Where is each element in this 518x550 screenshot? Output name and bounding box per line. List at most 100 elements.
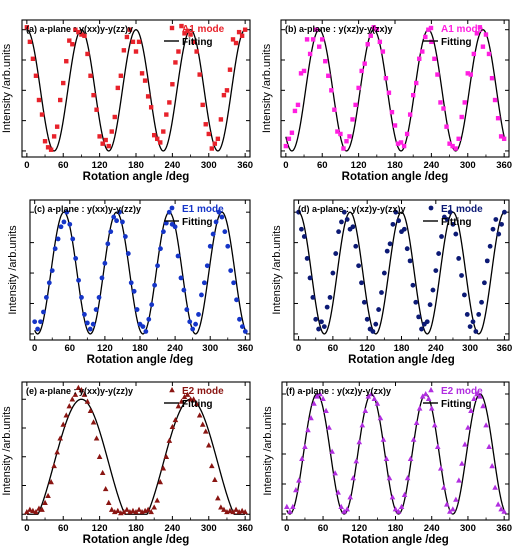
data-point bbox=[368, 391, 375, 397]
data-point bbox=[230, 508, 236, 515]
data-point bbox=[184, 391, 191, 397]
data-point bbox=[453, 146, 458, 151]
data-point bbox=[344, 139, 349, 144]
data-point bbox=[148, 508, 154, 515]
data-point bbox=[347, 494, 354, 500]
data-point bbox=[225, 243, 231, 249]
data-point bbox=[127, 27, 133, 32]
data-point bbox=[439, 234, 444, 239]
data-point bbox=[24, 508, 30, 515]
x-tick-label: 0 bbox=[24, 523, 29, 534]
data-point bbox=[440, 484, 447, 490]
data-point bbox=[79, 32, 84, 37]
data-point bbox=[212, 476, 218, 482]
data-point bbox=[336, 229, 342, 235]
data-point bbox=[486, 443, 492, 449]
data-point bbox=[299, 226, 304, 232]
data-point bbox=[501, 136, 507, 142]
data-point bbox=[416, 314, 422, 320]
data-point bbox=[407, 455, 414, 461]
panel-title: (c) a-plane : y(xx)y-y(zz)y bbox=[34, 204, 141, 214]
data-point bbox=[299, 455, 305, 461]
data-point bbox=[182, 31, 187, 36]
x-tick-label: 240 bbox=[164, 523, 180, 534]
data-point bbox=[128, 280, 134, 286]
data-point bbox=[27, 506, 33, 512]
data-point bbox=[149, 302, 155, 308]
data-point bbox=[293, 487, 299, 493]
legend-marker bbox=[169, 387, 175, 393]
data-point bbox=[151, 132, 157, 138]
data-point bbox=[313, 316, 319, 322]
data-point bbox=[172, 224, 178, 230]
data-point bbox=[398, 140, 404, 145]
x-tick-label: 360 bbox=[237, 523, 253, 534]
data-point bbox=[444, 501, 450, 507]
data-point bbox=[423, 34, 428, 40]
data-point bbox=[377, 415, 384, 421]
data-point bbox=[292, 108, 298, 114]
data-point bbox=[242, 329, 248, 334]
data-point bbox=[155, 136, 160, 142]
data-point bbox=[213, 219, 219, 225]
x-tick-label: 60 bbox=[58, 523, 69, 534]
data-point bbox=[201, 280, 207, 286]
data-point bbox=[487, 243, 493, 249]
data-point bbox=[91, 92, 96, 98]
data-point bbox=[364, 316, 370, 322]
data-point bbox=[188, 32, 193, 37]
data-point bbox=[105, 499, 112, 505]
data-point bbox=[453, 231, 459, 237]
data-point bbox=[471, 395, 477, 401]
data-point bbox=[66, 403, 73, 409]
data-point bbox=[173, 60, 178, 65]
data-point bbox=[417, 56, 422, 61]
data-point bbox=[52, 246, 58, 252]
data-point bbox=[310, 294, 316, 300]
data-point bbox=[335, 489, 341, 495]
data-point bbox=[133, 49, 139, 54]
data-point bbox=[151, 504, 157, 510]
data-point bbox=[61, 80, 66, 86]
x-tick-label: 180 bbox=[128, 160, 144, 171]
x-tick-label: 360 bbox=[496, 160, 512, 171]
data-point bbox=[32, 319, 38, 325]
data-point bbox=[350, 475, 357, 481]
data-point bbox=[456, 477, 462, 483]
data-point bbox=[302, 443, 308, 449]
data-point bbox=[228, 268, 234, 274]
y-axis-label: Intensity /arb.units bbox=[7, 225, 19, 315]
data-point bbox=[108, 506, 115, 512]
data-points bbox=[283, 25, 507, 151]
data-point bbox=[115, 507, 121, 513]
x-tick-label: 240 bbox=[424, 523, 440, 534]
data-point bbox=[206, 131, 211, 137]
data-point bbox=[410, 436, 417, 442]
legend-marker bbox=[428, 387, 434, 393]
x-tick-label: 300 bbox=[462, 343, 478, 354]
data-point bbox=[73, 256, 79, 261]
panel-title: (e) a-plane : y(xx)y-y(zz)y bbox=[26, 386, 133, 396]
data-point bbox=[333, 251, 339, 256]
data-point bbox=[332, 470, 338, 476]
data-point bbox=[477, 25, 483, 30]
data-point bbox=[392, 506, 399, 512]
data-point bbox=[178, 398, 185, 404]
data-point bbox=[142, 78, 148, 83]
legend-series-label: A1 mode bbox=[441, 24, 484, 35]
data-point bbox=[163, 220, 169, 226]
data-point bbox=[227, 507, 233, 513]
data-point bbox=[370, 329, 376, 334]
data-point bbox=[199, 421, 206, 427]
data-point bbox=[76, 29, 81, 35]
data-point bbox=[459, 460, 465, 466]
x-tick-label: 180 bbox=[388, 523, 404, 534]
data-point bbox=[145, 506, 151, 512]
data-point bbox=[495, 116, 501, 121]
data-point bbox=[498, 134, 504, 139]
data-point bbox=[236, 29, 242, 35]
data-point bbox=[134, 307, 140, 312]
data-point bbox=[161, 229, 166, 235]
data-point bbox=[471, 51, 477, 57]
data-point bbox=[35, 326, 41, 332]
